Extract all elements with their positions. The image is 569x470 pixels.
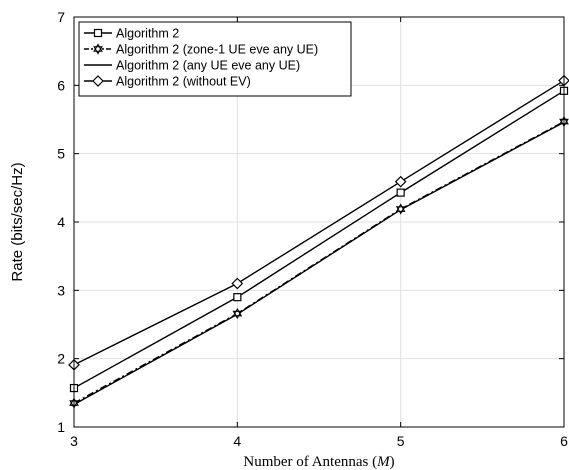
y-tick-label: 4 xyxy=(57,214,65,230)
legend-item: Algorithm 2 (any UE eve any UE) xyxy=(84,59,300,73)
legend-label: Algorithm 2 (without EV) xyxy=(116,75,251,89)
legend-item: Algorithm 2 (without EV) xyxy=(84,75,251,89)
y-tick-label: 5 xyxy=(57,146,65,162)
series-line xyxy=(73,90,565,389)
data-point xyxy=(233,293,242,302)
data-point xyxy=(232,307,243,320)
series-line xyxy=(73,120,565,404)
series-1 xyxy=(69,86,569,393)
data-point xyxy=(394,175,407,188)
data-point xyxy=(231,277,244,290)
x-axis-label-variable: M xyxy=(376,454,391,470)
legend-marker xyxy=(92,75,104,87)
y-tick-label: 2 xyxy=(57,351,65,367)
tick-labels: 1 2 3 4 5 6 7 3 4 5 6 xyxy=(57,9,568,449)
x-axis-label-prefix: Number of Antennas ( xyxy=(243,454,377,470)
x-tick-label: 5 xyxy=(397,433,405,449)
legend-item: Algorithm 2 xyxy=(84,27,179,41)
x-tick-label: 6 xyxy=(560,433,568,449)
x-tick-label: 3 xyxy=(70,433,78,449)
y-tick-label: 1 xyxy=(57,419,65,435)
x-axis-label-suffix: ) xyxy=(390,454,395,470)
series-4 xyxy=(68,74,569,371)
x-axis-label: Number of Antennas (M) xyxy=(243,454,394,470)
legend-marker xyxy=(93,43,103,55)
series-3 xyxy=(73,121,565,406)
legend-label: Algorithm 2 (any UE eve any UE) xyxy=(116,59,300,73)
x-tick-label: 4 xyxy=(233,433,241,449)
legend-item: Algorithm 2 (zone-1 UE eve any UE) xyxy=(84,43,318,57)
legend-marker xyxy=(93,28,103,38)
tick-marks xyxy=(73,16,565,428)
legend-label: Algorithm 2 (zone-1 UE eve any UE) xyxy=(116,43,318,57)
series-layer xyxy=(68,74,569,409)
y-tick-label: 7 xyxy=(57,9,65,25)
data-point xyxy=(396,188,405,197)
y-axis-label: Rate (bits/sec/Hz) xyxy=(9,162,26,281)
y-tick-label: 6 xyxy=(57,77,65,93)
legend-label: Algorithm 2 xyxy=(116,27,179,41)
series-line xyxy=(73,79,565,366)
series-line xyxy=(73,121,565,406)
y-tick-label: 3 xyxy=(57,282,65,298)
legend-box xyxy=(78,21,352,97)
legend: Algorithm 2 Algorithm 2 (zone-1 UE eve an… xyxy=(78,21,352,97)
data-point xyxy=(395,203,406,215)
